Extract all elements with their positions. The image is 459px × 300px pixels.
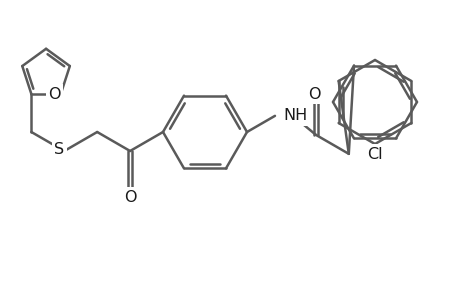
Text: Cl: Cl [366,146,382,161]
Text: NH: NH [282,108,307,123]
Text: O: O [48,86,61,101]
Text: O: O [123,190,136,205]
Text: O: O [307,87,319,102]
Text: S: S [54,142,64,157]
